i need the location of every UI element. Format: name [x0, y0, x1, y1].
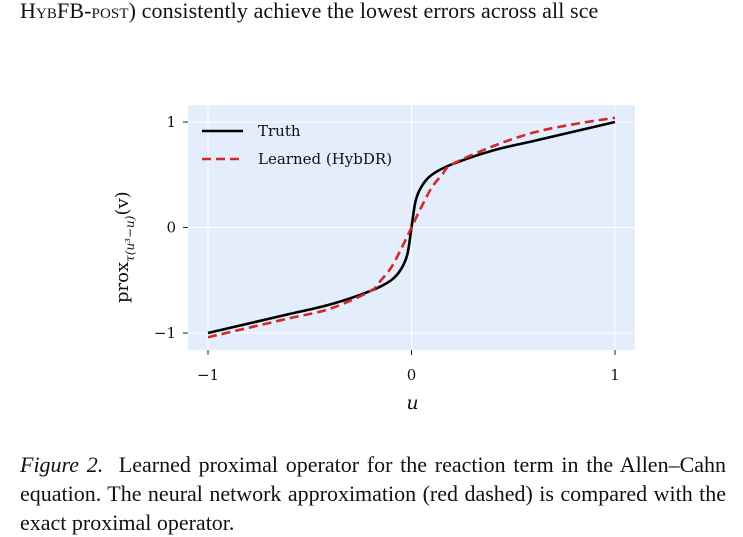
legend-label: Truth [258, 122, 301, 140]
figure-chart: −1 0 1 −1 0 1 Truth Learned (HybDR) u proxτ(u³−… [112, 105, 635, 414]
y-tick-label: 0 [166, 219, 176, 237]
legend: Truth Learned (HybDR) [202, 122, 392, 168]
method-name: HybFB-post [20, 0, 129, 23]
figure-caption: Figure 2. Learned proximal operator for … [20, 450, 726, 537]
preceding-text-line: HybFB-post) consistently achieve the low… [20, 0, 598, 24]
y-axis-label-arg: (v) [112, 191, 133, 215]
preceding-text-rest: ) consistently achieve the lowest errors… [128, 0, 599, 23]
y-tick-label: 1 [166, 113, 176, 131]
caption-line-2: the Allen–Cahn equation. The neural netw… [20, 452, 727, 506]
y-tick-label: −1 [154, 324, 176, 342]
caption-line-1: Learned proximal operator for the reacti… [118, 452, 579, 477]
y-axis-label-main: prox [112, 262, 133, 303]
series-line-learned [207, 116, 616, 339]
legend-label: Learned (HybDR) [258, 150, 392, 168]
axis-ticks: −1 0 1 −1 0 1 [154, 113, 620, 384]
x-tick-label: −1 [197, 366, 219, 384]
x-axis-label: u [406, 392, 418, 414]
axis-labels: u proxτ(u³−u)(v) [112, 191, 419, 414]
y-axis-label: proxτ(u³−u)(v) [112, 191, 137, 303]
x-tick-label: 1 [610, 366, 620, 384]
caption-label: Figure 2. [20, 452, 104, 477]
x-tick-label: 0 [407, 366, 417, 384]
y-axis-label-sub: τ(u³−u) [123, 215, 137, 262]
series-lines [207, 116, 616, 339]
